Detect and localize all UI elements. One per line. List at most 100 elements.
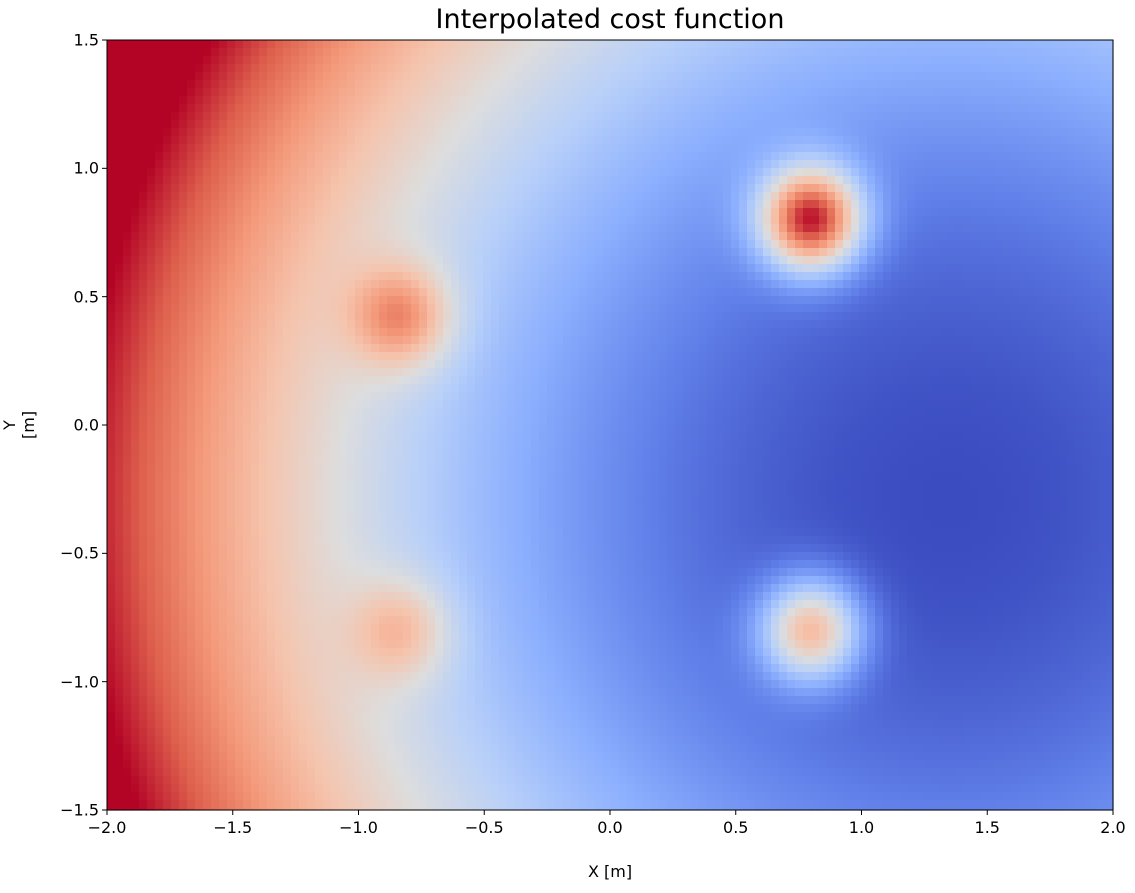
heatmap-cell [563,336,572,345]
heatmap-cell [875,272,884,281]
heatmap-cell [235,216,244,225]
heatmap-cell [427,288,436,297]
heatmap-cell [187,144,196,153]
heatmap-cell [643,168,652,177]
heatmap-cell [315,184,324,193]
heatmap-cell [323,104,332,113]
heatmap-cell [467,192,476,201]
heatmap-cell [1091,280,1100,289]
heatmap-cell [1043,64,1052,73]
heatmap-cell [147,160,156,169]
heatmap-cell [619,304,628,313]
heatmap-cell [339,40,348,49]
heatmap-cell [475,168,484,177]
heatmap-cell [251,296,260,305]
heatmap-cell [331,256,340,265]
heatmap-cell [523,192,532,201]
heatmap-cell [1091,264,1100,273]
heatmap-cell [491,272,500,281]
heatmap-cell [723,272,732,281]
heatmap-cell [1027,232,1036,241]
heatmap-cell [1107,256,1114,265]
heatmap-cell [291,200,300,209]
heatmap-cell [643,88,652,97]
heatmap-cell [267,176,276,185]
heatmap-cell [1099,152,1108,161]
heatmap-cell [739,144,748,153]
heatmap-cell [1027,288,1036,297]
heatmap-cell [691,208,700,217]
heatmap-cell [1019,136,1028,145]
heatmap-cell [659,216,668,225]
heatmap-cell [515,336,524,345]
heatmap-cell [299,176,308,185]
heatmap-cell [651,184,660,193]
heatmap-cell [267,120,276,129]
heatmap-cell [363,192,372,201]
heatmap-cell [379,216,388,225]
heatmap-cell [211,56,220,65]
heatmap-cell [931,328,940,337]
heatmap-cell [123,168,132,177]
heatmap-cell [427,88,436,97]
heatmap-cell [323,48,332,57]
heatmap-cell [475,192,484,201]
heatmap-cell [699,40,708,49]
heatmap-cell [563,328,572,337]
heatmap-cell [299,216,308,225]
heatmap-cell [243,192,252,201]
heatmap-cell [307,280,316,289]
heatmap-cell [283,344,292,353]
heatmap-cell [755,160,764,169]
heatmap-cell [139,136,148,145]
heatmap-cell [739,120,748,129]
heatmap-cell [539,120,548,129]
heatmap-cell [1019,256,1028,265]
heatmap-cell [795,48,804,57]
heatmap-cell [483,104,492,113]
heatmap-cell [427,208,436,217]
heatmap-cell [571,128,580,137]
heatmap-cell [475,208,484,217]
heatmap-cell [211,256,220,265]
heatmap-cell [795,240,804,249]
heatmap-cell [795,320,804,329]
heatmap-cell [923,56,932,65]
heatmap-cell [779,64,788,73]
heatmap-cell [435,48,444,57]
heatmap-cell [683,120,692,129]
heatmap-cell [507,144,516,153]
heatmap-cell [291,328,300,337]
heatmap-cell [291,128,300,137]
heatmap-cell [379,328,388,337]
heatmap-cell [691,152,700,161]
heatmap-cell [811,240,820,249]
heatmap-cell [651,72,660,81]
heatmap-cell [1011,64,1020,73]
heatmap-cell [403,96,412,105]
heatmap-cell [763,168,772,177]
heatmap-cell [499,232,508,241]
heatmap-cell [995,264,1004,273]
heatmap-cell [907,344,916,353]
heatmap-cell [1003,224,1012,233]
heatmap-cell [339,208,348,217]
heatmap-cell [323,112,332,121]
heatmap-cell [627,88,636,97]
heatmap-cell [179,176,188,185]
heatmap-cell [395,208,404,217]
heatmap-cell [539,192,548,201]
heatmap-cell [371,328,380,337]
heatmap-cell [1091,80,1100,89]
heatmap-cell [1051,328,1060,337]
heatmap-cell [939,224,948,233]
heatmap-cell [931,96,940,105]
heatmap-cell [507,96,516,105]
heatmap-cell [763,88,772,97]
heatmap-cell [651,136,660,145]
heatmap-cell [579,336,588,345]
heatmap-cell [115,144,124,153]
heatmap-cell [331,152,340,161]
heatmap-cell [619,40,628,49]
heatmap-cell [971,296,980,305]
